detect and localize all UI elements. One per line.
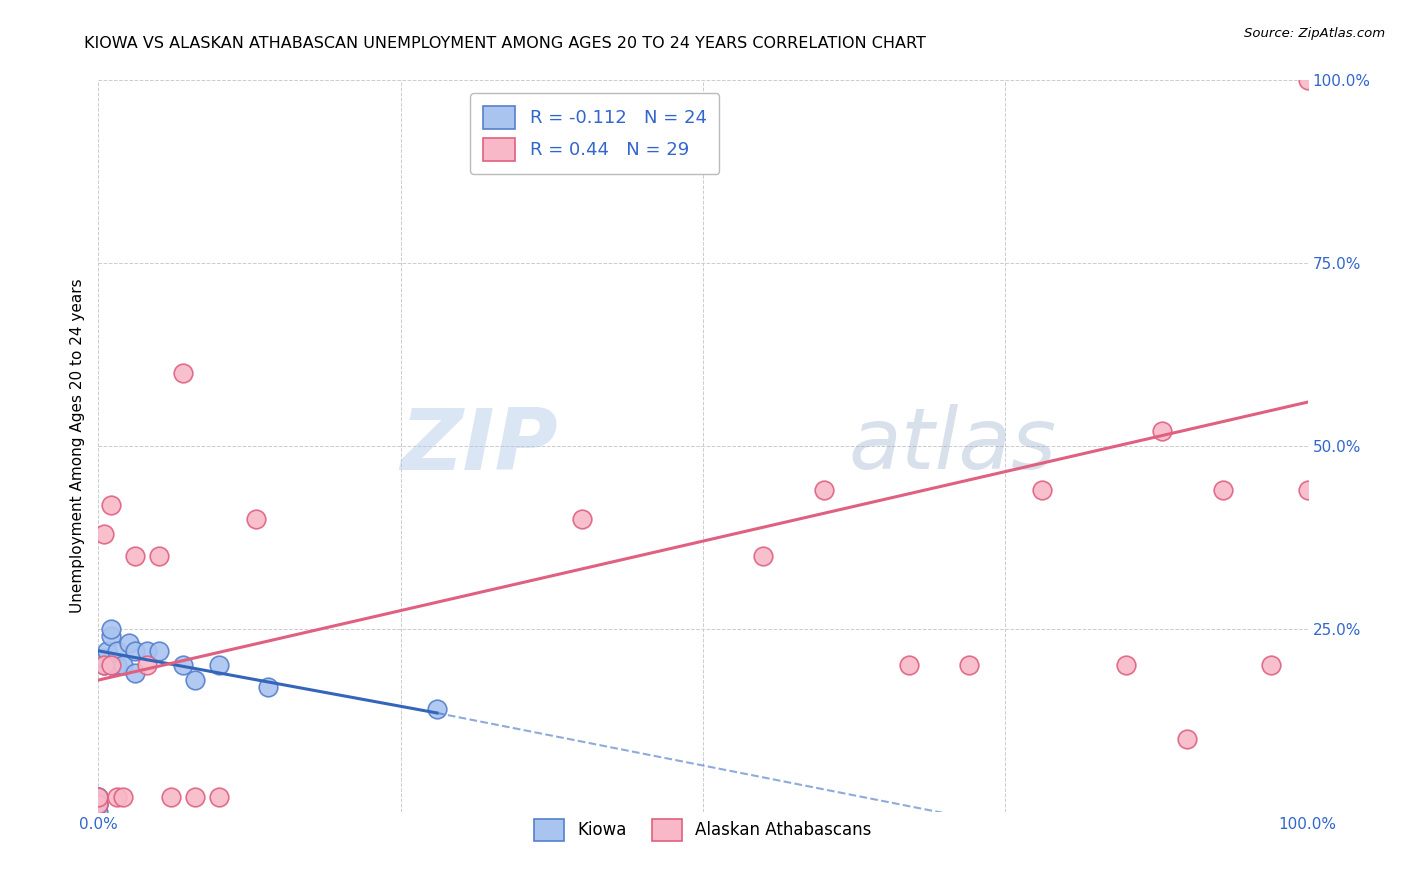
Point bbox=[100, 629, 122, 643]
Point bbox=[105, 644, 128, 658]
Point bbox=[172, 366, 194, 380]
Point bbox=[1115, 658, 1137, 673]
Point bbox=[111, 658, 134, 673]
Text: ZIP: ZIP bbox=[401, 404, 558, 488]
Point bbox=[135, 658, 157, 673]
Point bbox=[1212, 483, 1234, 497]
Point bbox=[100, 658, 122, 673]
Point bbox=[93, 658, 115, 673]
Point bbox=[148, 549, 170, 563]
Legend: Kiowa, Alaskan Athabascans: Kiowa, Alaskan Athabascans bbox=[527, 813, 879, 847]
Point bbox=[87, 797, 110, 812]
Point bbox=[1296, 483, 1319, 497]
Point bbox=[105, 790, 128, 805]
Point bbox=[1175, 731, 1198, 746]
Text: Source: ZipAtlas.com: Source: ZipAtlas.com bbox=[1244, 27, 1385, 40]
Point bbox=[93, 651, 115, 665]
Point bbox=[1031, 483, 1053, 497]
Point bbox=[87, 805, 110, 819]
Point bbox=[135, 644, 157, 658]
Point bbox=[87, 797, 110, 812]
Point bbox=[100, 658, 122, 673]
Point bbox=[184, 673, 207, 687]
Point bbox=[111, 790, 134, 805]
Point bbox=[100, 498, 122, 512]
Point bbox=[172, 658, 194, 673]
Point bbox=[1260, 658, 1282, 673]
Point bbox=[245, 512, 267, 526]
Point bbox=[118, 636, 141, 650]
Point bbox=[1296, 73, 1319, 87]
Point bbox=[752, 549, 775, 563]
Point bbox=[105, 658, 128, 673]
Point bbox=[124, 665, 146, 680]
Point bbox=[426, 702, 449, 716]
Point bbox=[96, 644, 118, 658]
Point bbox=[87, 790, 110, 805]
Point bbox=[256, 681, 278, 695]
Point bbox=[100, 622, 122, 636]
Point bbox=[571, 512, 593, 526]
Point bbox=[1152, 425, 1174, 439]
Point bbox=[813, 483, 835, 497]
Y-axis label: Unemployment Among Ages 20 to 24 years: Unemployment Among Ages 20 to 24 years bbox=[70, 278, 86, 614]
Point bbox=[93, 658, 115, 673]
Text: atlas: atlas bbox=[848, 404, 1056, 488]
Point bbox=[148, 644, 170, 658]
Text: KIOWA VS ALASKAN ATHABASCAN UNEMPLOYMENT AMONG AGES 20 TO 24 YEARS CORRELATION C: KIOWA VS ALASKAN ATHABASCAN UNEMPLOYMENT… bbox=[84, 36, 927, 51]
Point bbox=[160, 790, 183, 805]
Point bbox=[124, 549, 146, 563]
Point bbox=[93, 526, 115, 541]
Point bbox=[208, 790, 231, 805]
Point bbox=[184, 790, 207, 805]
Point bbox=[208, 658, 231, 673]
Point bbox=[957, 658, 980, 673]
Point bbox=[897, 658, 920, 673]
Point bbox=[87, 790, 110, 805]
Point bbox=[87, 797, 110, 812]
Point bbox=[87, 790, 110, 805]
Point bbox=[124, 644, 146, 658]
